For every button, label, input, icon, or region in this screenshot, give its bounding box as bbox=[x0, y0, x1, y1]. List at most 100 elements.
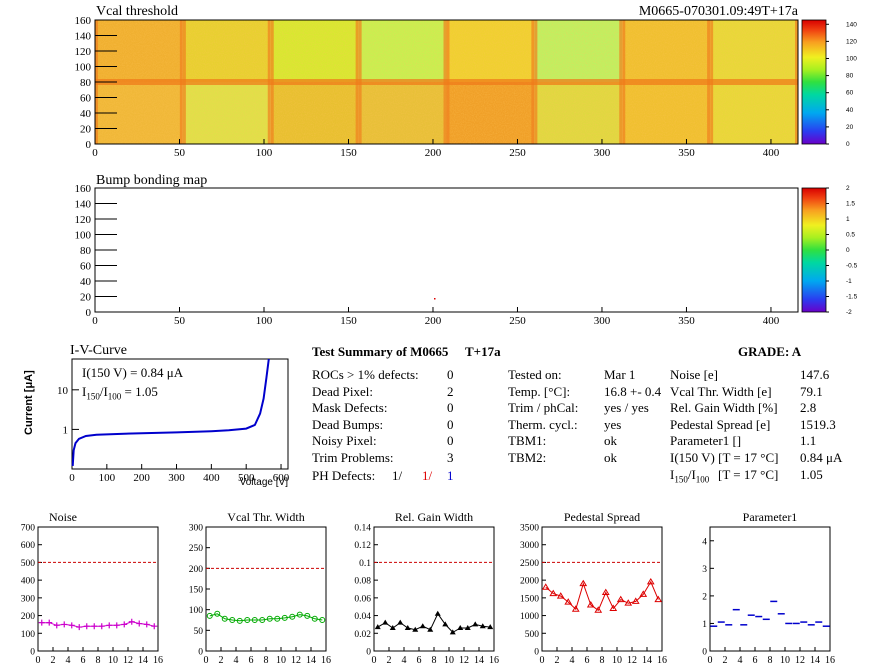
chart-y-tick: 0.14 bbox=[354, 524, 371, 534]
summary-left-value: 0 bbox=[447, 416, 454, 432]
chart-x-tick: 8 bbox=[600, 655, 605, 666]
chart-point bbox=[412, 626, 419, 632]
vcal-colorbar-tick: 120 bbox=[846, 38, 857, 45]
chart-x-tick: 2 bbox=[723, 655, 728, 666]
vcal-colorbar bbox=[801, 19, 827, 145]
summary-mid-row: TBM1: ok bbox=[508, 433, 668, 449]
bump-map-y-tick: 160 bbox=[75, 183, 92, 195]
ph-defects-label: PH Defects: bbox=[312, 468, 376, 483]
chart-y-tick: 0 bbox=[198, 648, 203, 658]
chart-point bbox=[654, 595, 663, 603]
bump-colorbar-tick: -0.5 bbox=[846, 263, 858, 270]
vcal-map-x-tick: 250 bbox=[509, 147, 526, 159]
summary-mid-label: Therm. cycl.: bbox=[508, 416, 578, 432]
summary-mid-label: Temp. [°C]: bbox=[508, 383, 571, 399]
vcal-map-y-tick: 20 bbox=[80, 124, 92, 136]
vcal-colorbar-tick: 40 bbox=[846, 107, 854, 114]
iv-ratio-sub1: 150 bbox=[86, 391, 100, 402]
chart-point bbox=[76, 624, 83, 631]
chart-x-tick: 8 bbox=[96, 655, 101, 666]
chart-point bbox=[487, 624, 494, 630]
chart-x-tick: 16 bbox=[321, 655, 331, 666]
chart-x-tick: 16 bbox=[153, 655, 163, 666]
chart-y-tick: 4 bbox=[702, 537, 707, 547]
summary-left-label: Dead Pixel: bbox=[312, 383, 374, 399]
chart-x-tick: 10 bbox=[108, 655, 118, 666]
chart-point bbox=[128, 618, 135, 625]
vcal-colorbar-tick: 80 bbox=[846, 73, 854, 80]
chart-y-tick: 0 bbox=[30, 648, 35, 658]
chart-y-tick: 2500 bbox=[520, 559, 539, 569]
chart-y-tick: 0.12 bbox=[354, 541, 371, 551]
bump-map-x-tick: 250 bbox=[509, 315, 526, 327]
chart-y-tick: 500 bbox=[525, 630, 540, 640]
chart-series-line bbox=[545, 580, 659, 612]
ph-defects-v1: 1/ bbox=[392, 468, 403, 483]
bump-map-x-tick: 100 bbox=[256, 315, 273, 327]
chart-x-tick: 2 bbox=[555, 655, 560, 666]
summary-left-row: Noisy Pixel: 0 bbox=[312, 433, 454, 449]
chart-x-tick: 6 bbox=[417, 655, 422, 666]
bump-map-x-tick: 350 bbox=[678, 315, 695, 327]
chart-point bbox=[442, 621, 449, 627]
summary-mid-value: Mar 1 bbox=[604, 367, 636, 382]
iv-ratio-slash: /I bbox=[99, 384, 108, 399]
summary-right-label: I(150 V) [T = 17 °C] bbox=[670, 449, 779, 465]
chart-y-tick: 1500 bbox=[520, 594, 539, 604]
iv-x-tick: 400 bbox=[203, 472, 220, 484]
summary-left-row: Dead Pixel: 2 bbox=[312, 384, 454, 400]
summary-left-label: ROCs > 1% defects: bbox=[312, 367, 419, 382]
chart-x-tick: 0 bbox=[36, 655, 41, 666]
iv-x-tick: 200 bbox=[133, 472, 150, 484]
bump-colorbar-tick: -2 bbox=[846, 309, 852, 316]
chart-point bbox=[221, 615, 228, 622]
chart-frame bbox=[373, 526, 495, 652]
chart-x-tick: 14 bbox=[306, 655, 316, 666]
vcal-map-x-tick: 200 bbox=[425, 147, 442, 159]
chart-point bbox=[281, 614, 288, 621]
summary-left-row: ROCs > 1% defects: 0 bbox=[312, 367, 454, 383]
iv-ratio-sub2: 100 bbox=[107, 391, 122, 402]
chart-y-tick: 3500 bbox=[520, 524, 539, 534]
chart-point bbox=[449, 629, 456, 635]
summary-left-label: Trim Problems: bbox=[312, 449, 394, 465]
summary-left-value: 0 bbox=[447, 367, 454, 382]
chart-point bbox=[236, 617, 243, 624]
summary-mid-value: yes / yes bbox=[604, 400, 649, 415]
chart-x-tick: 0 bbox=[540, 655, 545, 666]
chart-point bbox=[143, 621, 150, 628]
summary-mid-value: 16.8 +- 0.4 bbox=[604, 383, 662, 399]
bump-colorbar-tick: 0 bbox=[846, 247, 850, 254]
ratio-row-sub2: 100 bbox=[695, 474, 710, 485]
bump-map-y-tick: 140 bbox=[75, 199, 92, 211]
summary-left-label: Dead Bumps: bbox=[312, 416, 384, 432]
chart-frame bbox=[37, 526, 159, 652]
summary-right-value: 0.84 μA bbox=[800, 449, 843, 465]
chart-x-tick: 12 bbox=[795, 655, 805, 666]
chart-series-line bbox=[209, 613, 323, 622]
chart-point bbox=[319, 617, 326, 623]
chart-point bbox=[61, 621, 68, 628]
summary-mid-row: Temp. [°C]: 16.8 +- 0.4 bbox=[508, 384, 668, 400]
summary-left-label: Noisy Pixel: bbox=[312, 433, 377, 448]
iv-y-tick: 1 bbox=[63, 424, 69, 436]
chart-y-tick: 400 bbox=[21, 577, 36, 587]
chart-point bbox=[53, 622, 60, 629]
summary-mid-label: TBM2: bbox=[508, 449, 547, 465]
iv-x-tick: 0 bbox=[69, 472, 75, 484]
chart-point bbox=[296, 611, 303, 618]
iv-curve-line bbox=[71, 358, 270, 466]
vcal-colorbar-tick: 20 bbox=[846, 124, 854, 131]
vcal-map-y-tick: 0 bbox=[86, 139, 92, 151]
chart-point bbox=[251, 617, 258, 623]
summary-right-row: Parameter1 [] 1.1 bbox=[670, 433, 845, 449]
vcal-map-x-tick: 0 bbox=[92, 147, 98, 159]
vcal-map-y-tick: 100 bbox=[75, 62, 92, 74]
chart-y-tick: 1 bbox=[702, 620, 707, 630]
chart-x-tick: 4 bbox=[570, 655, 575, 666]
iv-ylabel: Current [μA] bbox=[23, 370, 35, 435]
chart-x-tick: 0 bbox=[204, 655, 209, 666]
vcal-map-x-tick: 400 bbox=[763, 147, 780, 159]
summary-right-value: 147.6 bbox=[800, 367, 830, 382]
chart-series-line bbox=[41, 621, 155, 628]
